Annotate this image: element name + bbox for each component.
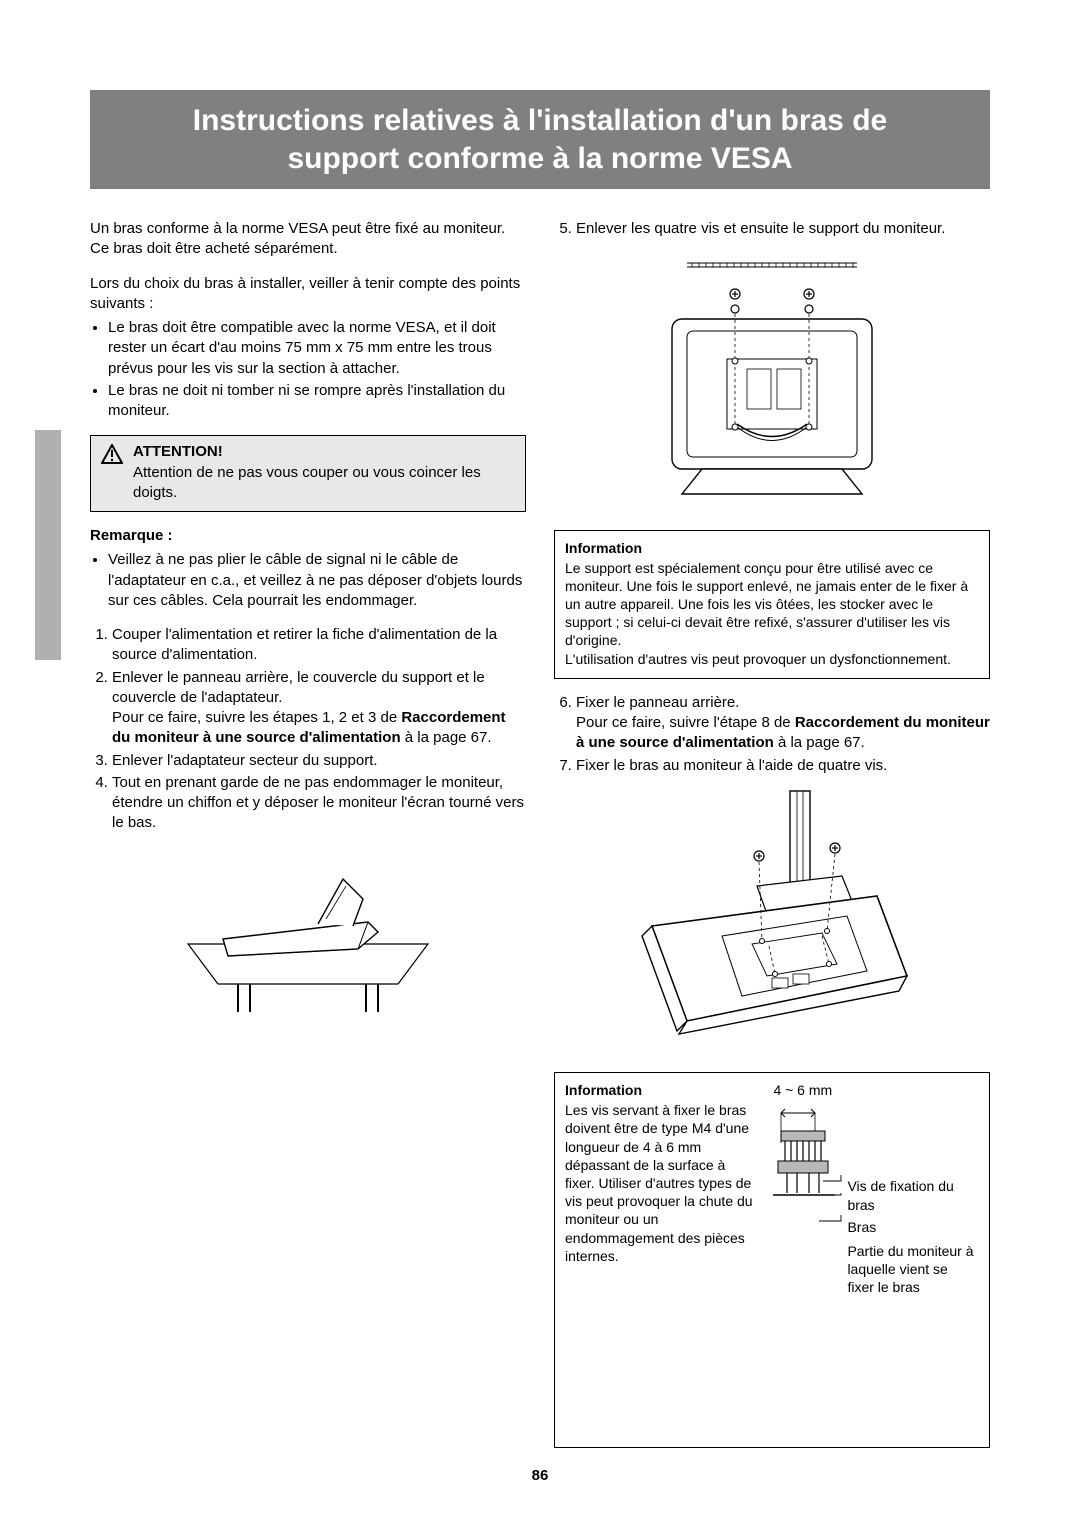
step-6b-pre: Pour ce faire, suivre l'étape 8 de (576, 714, 795, 731)
page-number: 86 (0, 1466, 1080, 1486)
figure-remove-screws (554, 249, 990, 515)
choice-lead: Lors du choix du bras à installer, veill… (90, 274, 526, 315)
step-4: Tout en prenant garde de ne pas endommag… (112, 773, 526, 834)
attention-body: Attention de ne pas vous couper ou vous … (133, 463, 515, 504)
figure-attach-arm (554, 786, 990, 1052)
intro-paragraph: Un bras conforme à la norme VESA peut êt… (90, 219, 526, 260)
warning-icon (101, 442, 123, 503)
info-box-1: Information Le support est spécialement … (554, 530, 990, 679)
attention-text: ATTENTION! Attention de ne pas vous coup… (133, 442, 515, 503)
screw-labels: Vis de fixation du bras Bras Partie du m… (847, 1117, 977, 1296)
title-bar: Instructions relatives à l'installation … (90, 90, 990, 189)
screw-dim-label: 4 ~ 6 mm (773, 1081, 983, 1099)
steps-list: Couper l'alimentation et retirer la fich… (90, 625, 526, 834)
info1-heading: Information (565, 539, 979, 557)
step-2b-pre: Pour ce faire, suivre les étapes 1, 2 et… (112, 709, 401, 726)
title-line-2: support conforme à la norme VESA (287, 142, 792, 175)
info1-body: Le support est spécialement conçu pour ê… (565, 559, 979, 668)
step-5: Enlever les quatre vis et ensuite le sup… (576, 219, 990, 239)
step-1: Couper l'alimentation et retirer la fich… (112, 625, 526, 666)
step-2b-post: à la page 67. (401, 729, 492, 746)
choice-bullets: Le bras doit être compatible avec la nor… (90, 318, 526, 421)
choice-bullet-2: Le bras ne doit ni tomber ni se rompre a… (108, 381, 526, 422)
steps-list-right-2: Fixer le panneau arrière. Pour ce faire,… (554, 693, 990, 776)
figure-monitor-on-cloth (90, 844, 526, 1020)
side-tab (35, 430, 61, 660)
attention-box: ATTENTION! Attention de ne pas vous coup… (90, 435, 526, 512)
page: Instructions relatives à l'installation … (0, 0, 1080, 1448)
info-box-2: Information Les vis servant à fixer le b… (554, 1072, 990, 1448)
title-line-1: Instructions relatives à l'installation … (193, 104, 887, 137)
choice-bullet-1: Le bras doit être compatible avec la nor… (108, 318, 526, 379)
page-title: Instructions relatives à l'installation … (110, 102, 970, 177)
label-screw: Vis de fixation du bras (847, 1177, 977, 1213)
step-2a: Enlever le panneau arrière, le couvercle… (112, 669, 485, 706)
step-6: Fixer le panneau arrière. Pour ce faire,… (576, 693, 990, 754)
info2-heading: Information (565, 1081, 755, 1099)
remarque-bullets: Veillez à ne pas plier le câble de signa… (90, 550, 526, 611)
info2-body: Les vis servant à fixer le bras doivent … (565, 1101, 755, 1265)
right-column: Enlever les quatre vis et ensuite le sup… (554, 219, 990, 1448)
label-arm: Bras (847, 1218, 977, 1236)
info2-left: Information Les vis servant à fixer le b… (565, 1081, 755, 1437)
step-6a: Fixer le panneau arrière. (576, 694, 739, 711)
remarque-heading: Remarque : (90, 526, 526, 546)
step-3: Enlever l'adaptateur secteur du support. (112, 751, 526, 771)
step-2: Enlever le panneau arrière, le couvercle… (112, 668, 526, 749)
step-6b-post: à la page 67. (774, 734, 865, 751)
info2-diagram: 4 ~ 6 mm (773, 1081, 983, 1437)
label-monitor-part: Partie du moniteur à laquelle vient se f… (847, 1242, 977, 1297)
content-columns: Un bras conforme à la norme VESA peut êt… (90, 219, 990, 1448)
left-column: Un bras conforme à la norme VESA peut êt… (90, 219, 526, 1448)
remarque-bullet: Veillez à ne pas plier le câble de signa… (108, 550, 526, 611)
steps-list-right-1: Enlever les quatre vis et ensuite le sup… (554, 219, 990, 239)
step-7: Fixer le bras au moniteur à l'aide de qu… (576, 756, 990, 776)
attention-heading: ATTENTION! (133, 442, 515, 462)
